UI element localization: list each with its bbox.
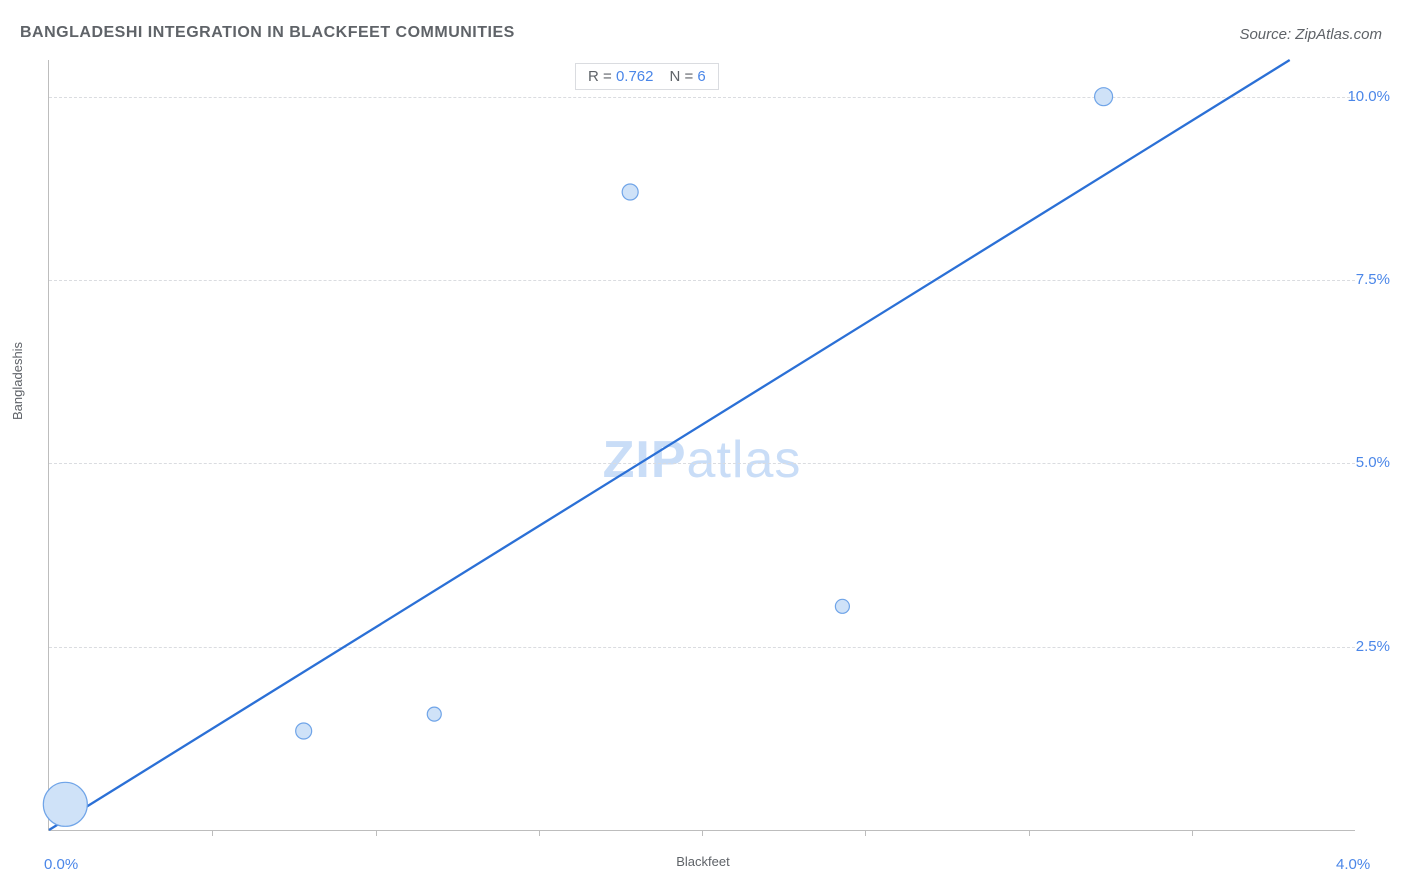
data-point	[622, 184, 638, 200]
data-point	[296, 723, 312, 739]
x-tick	[702, 830, 703, 836]
x-tick	[865, 830, 866, 836]
data-point	[43, 782, 87, 826]
source-label: Source: ZipAtlas.com	[1239, 26, 1382, 43]
x-tick	[1192, 830, 1193, 836]
trend-line	[49, 60, 1290, 830]
chart-title: BANGLADESHI INTEGRATION IN BLACKFEET COM…	[20, 24, 515, 42]
svg-plot-layer	[49, 60, 1355, 830]
y-tick-label: 5.0%	[1356, 454, 1390, 471]
x-tick	[1029, 830, 1030, 836]
data-point	[835, 599, 849, 613]
y-tick-label: 2.5%	[1356, 638, 1390, 655]
x-axis-label: Blackfeet	[0, 854, 1406, 869]
x-tick	[212, 830, 213, 836]
y-tick-label: 7.5%	[1356, 271, 1390, 288]
y-axis-label: Bangladeshis	[10, 342, 25, 420]
x-tick	[376, 830, 377, 836]
plot-area: ZIPatlas	[48, 60, 1355, 831]
x-tick	[539, 830, 540, 836]
x-max-label: 4.0%	[1336, 856, 1370, 873]
data-point	[1095, 88, 1113, 106]
y-tick-label: 10.0%	[1347, 88, 1390, 105]
x-min-label: 0.0%	[44, 856, 78, 873]
data-point	[427, 707, 441, 721]
